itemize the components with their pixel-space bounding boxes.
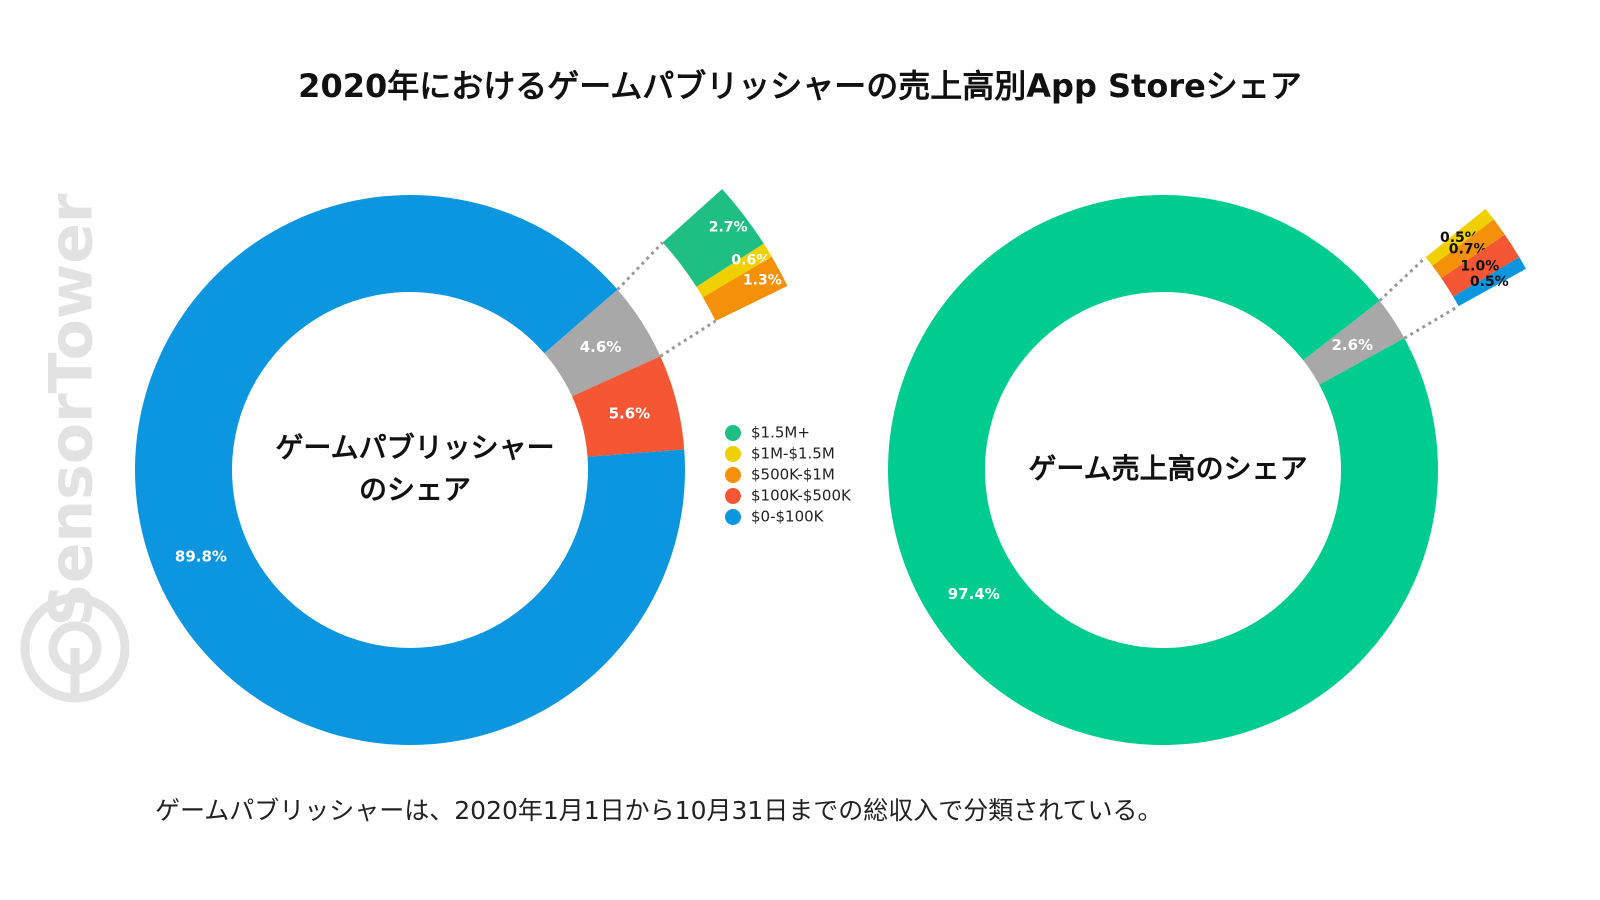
value-label: 1.0% [1460, 259, 1499, 275]
footnote: ゲームパブリッシャーは、2020年1月1日から10月31日までの総収入で分類され… [155, 796, 1163, 825]
donut-slice [887, 194, 1439, 745]
connector [1403, 304, 1460, 340]
legend-marker [725, 446, 741, 462]
value-label: 1.3% [743, 273, 782, 289]
value-label: 97.4% [948, 585, 1000, 603]
center-label: ゲームパブリッシャー [275, 431, 554, 464]
breakout-slice [1432, 219, 1505, 279]
donut-slice [135, 195, 685, 746]
breakout-slice [662, 188, 764, 287]
legend-label: $0-$100K [751, 508, 825, 526]
value-label: 89.8% [175, 548, 227, 566]
connector [659, 319, 717, 358]
page-title: 2020年におけるゲームパブリッシャーの売上高別App Storeシェア [298, 67, 1302, 105]
breakout-slice [1441, 234, 1520, 297]
breakout-slice [1425, 208, 1494, 266]
legend-marker [725, 425, 741, 441]
legend-label: $100K-$500K [751, 487, 852, 505]
donut-slice [1303, 300, 1405, 385]
legend-label: $500K-$1M [751, 466, 835, 484]
legend-marker [725, 488, 741, 504]
legend-marker [725, 467, 741, 483]
breakout-slice [1453, 257, 1526, 307]
value-label: 4.6% [580, 338, 622, 356]
center-label: ゲーム売上高のシェア [1028, 452, 1307, 485]
center-label: のシェア [359, 473, 471, 506]
connector [1378, 256, 1427, 302]
donut-slice [544, 289, 661, 397]
donut-slice [572, 356, 685, 457]
value-label: 0.5% [1470, 274, 1509, 290]
value-label: 5.6% [609, 404, 651, 422]
legend-label: $1M-$1.5M [751, 445, 835, 463]
breakout-slice [696, 243, 772, 298]
watermark: SensorTower [37, 193, 107, 626]
legend-label: $1.5M+ [751, 424, 810, 442]
value-label: 2.7% [709, 220, 748, 236]
legend-marker [725, 509, 741, 525]
breakout-slice [702, 256, 788, 321]
value-label: 2.6% [1331, 336, 1373, 354]
watermark-logo [20, 593, 130, 703]
connector [616, 241, 664, 291]
